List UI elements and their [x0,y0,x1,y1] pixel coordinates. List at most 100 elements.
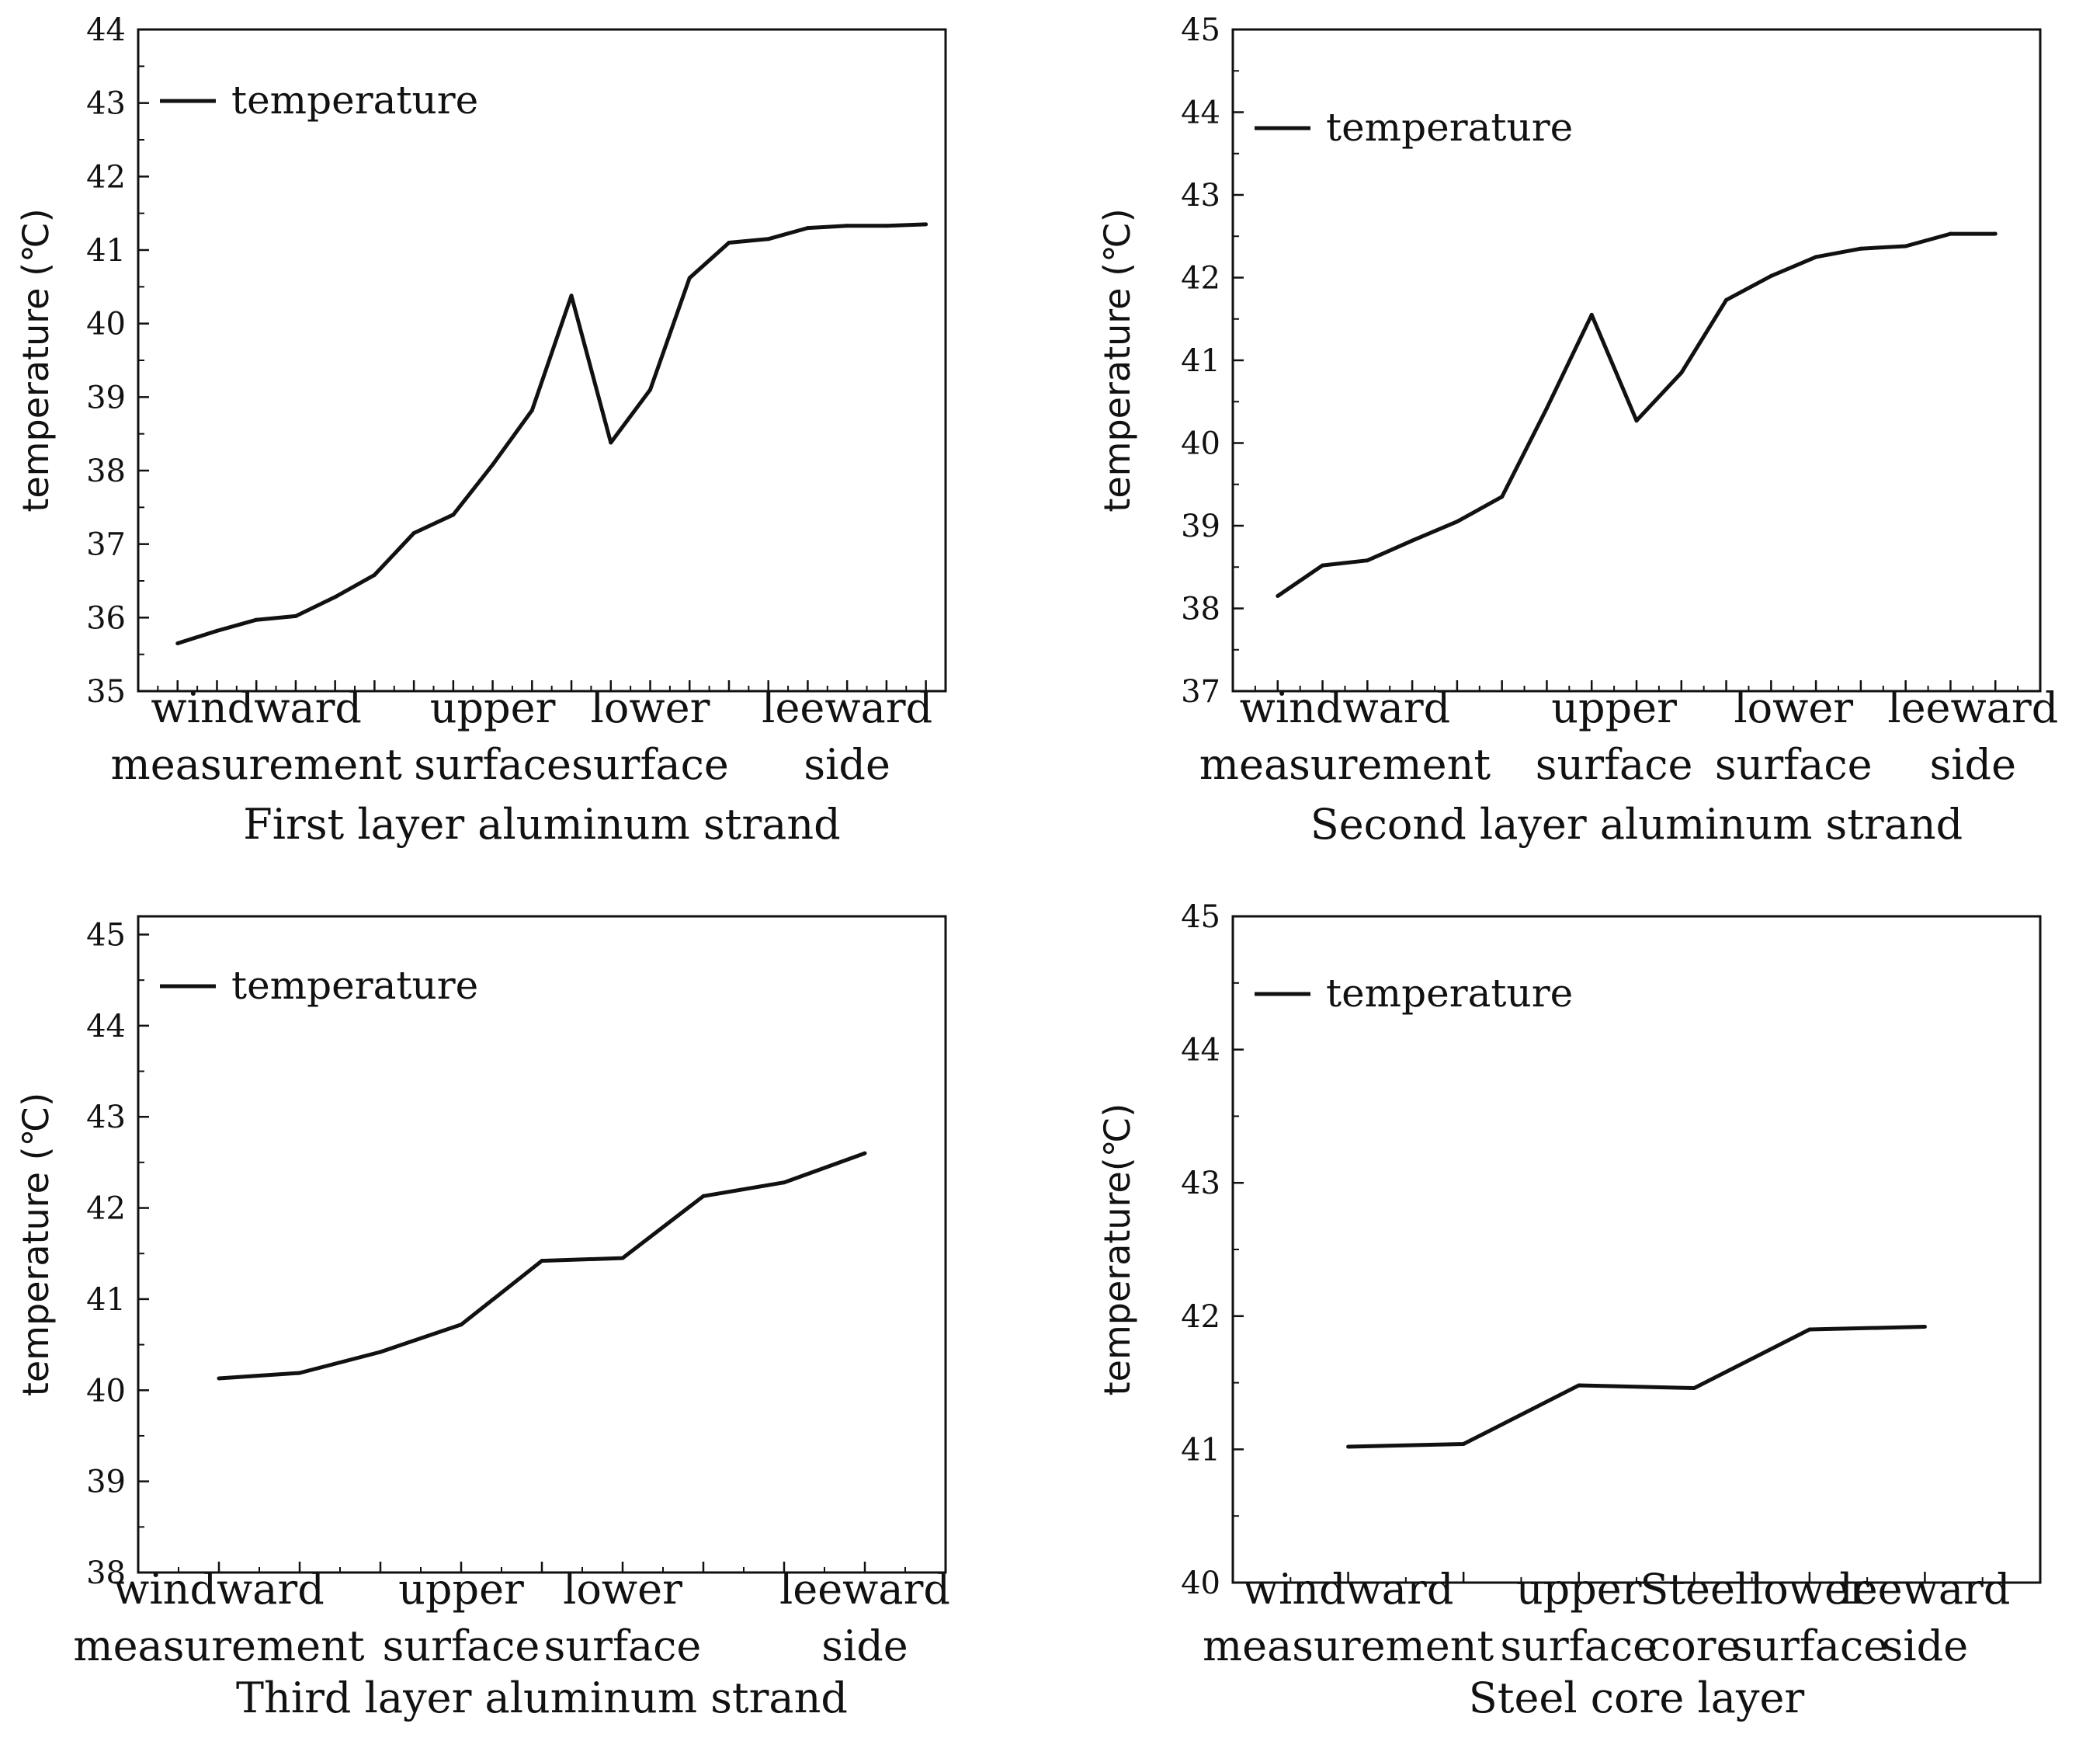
y-tick-label: 44 [1181,1033,1220,1069]
data-point [1904,244,1908,248]
data-point [863,1151,867,1156]
plot-frame [1231,915,2042,1584]
data-point [1724,297,1729,302]
y-tick-label: 42 [86,1191,126,1227]
data-point [1769,273,1773,278]
x-category-label: surface [1715,740,1873,789]
data-point [175,641,180,645]
x-category-label: measurement [1203,1621,1494,1670]
data-point [1589,312,1594,317]
y-axis-label: temperature (℃) [1096,208,1138,512]
x-category-label: upper [1551,683,1677,732]
x-category-label: measurement [73,1621,365,1670]
x-category-label: upper [1516,1565,1642,1614]
data-point [491,462,495,467]
data-point [1859,246,1863,251]
data-point [540,1259,544,1263]
data-point [372,572,377,577]
data-point [1814,255,1818,259]
x-category-label: windward [1240,683,1451,732]
x-category-label: measurement [1199,740,1491,789]
series-line-temperature [218,1151,866,1381]
x-category-label: surface [1536,740,1693,789]
data-point [411,530,416,535]
y-tick-label: 42 [1181,261,1220,297]
x-category-label: windward [113,1565,325,1614]
y-tick-label: 40 [86,1373,126,1409]
data-point [1410,538,1414,543]
y-tick-label: 45 [86,917,126,953]
x-category-label: leeward [1839,1565,2010,1614]
y-tick-label: 43 [86,1100,126,1135]
data-point [569,294,574,298]
y-tick-label: 43 [1181,178,1220,214]
y-axis-label: temperature (℃) [15,1093,57,1396]
x-category-label: surface [1731,1621,1889,1670]
y-tick-label: 41 [86,233,126,269]
data-point [1679,370,1684,375]
data-point [217,1376,221,1381]
data-point [297,1371,302,1375]
x-category-label: core [1647,1621,1741,1670]
data-point [1365,558,1369,563]
data-point [293,613,298,618]
y-tick-label: 45 [1181,12,1220,48]
data-point [1544,406,1549,411]
data-point [378,1350,383,1354]
y-tick-label: 39 [1181,509,1220,544]
panel-first-layer: temperature (℃) temperature First layer … [15,12,947,849]
x-category-label: Steel [1640,1565,1748,1614]
legend-label: temperature [1326,971,1573,1016]
data-point [1577,1383,1581,1388]
x-axis-title: First layer aluminum strand [243,800,840,849]
data-point [459,1322,463,1327]
data-point [766,237,771,242]
data-point [1276,594,1280,599]
y-tick-label: 40 [86,307,126,342]
x-category-label: side [1882,1621,1969,1670]
series-line-temperature [176,222,926,645]
data-point [1455,520,1460,524]
y-tick-label: 41 [1181,343,1220,379]
data-point [1346,1444,1351,1449]
data-point [609,440,613,445]
x-category-label: lower [1734,683,1853,732]
x-category-label: lower [1750,1565,1869,1614]
data-point [620,1256,625,1260]
x-category-label: leeward [762,683,932,732]
series-line-temperature [1276,231,1996,598]
panel-second-layer: temperature (℃) temperature Second layer… [1096,12,2058,849]
y-tick-label: 36 [86,600,126,636]
y-tick-label: 37 [1181,674,1220,710]
x-category-label: leeward [779,1565,950,1614]
legend-label: temperature [231,78,478,123]
x-category-label: upper [430,683,556,732]
data-point [845,224,849,228]
y-axis-label: temperature (℃) [15,208,57,512]
y-tick-label: 42 [1181,1299,1220,1335]
x-category-label: side [804,740,890,789]
x-category-label: windward [151,683,362,732]
y-tick-label: 37 [86,527,126,563]
data-point [1807,1327,1812,1332]
data-point [1993,231,1998,236]
data-point [1321,563,1325,568]
y-tick-label: 44 [1181,96,1220,131]
x-category-label: surface [414,740,571,789]
x-category-label: lower [591,683,710,732]
x-category-label: surface [571,740,729,789]
data-point [451,513,456,517]
y-tick-label: 41 [86,1282,126,1318]
x-axis-title: Second layer aluminum strand [1310,800,1963,849]
data-point [254,617,259,622]
series-line-temperature [1348,1325,1925,1449]
data-point [1500,495,1505,499]
data-point [1634,419,1639,423]
data-point [1692,1385,1696,1390]
data-point [884,224,889,228]
plot-frame [137,915,947,1574]
y-tick-label: 38 [1181,592,1220,627]
y-tick-label: 44 [86,12,126,48]
x-category-label: windward [1243,1565,1454,1614]
